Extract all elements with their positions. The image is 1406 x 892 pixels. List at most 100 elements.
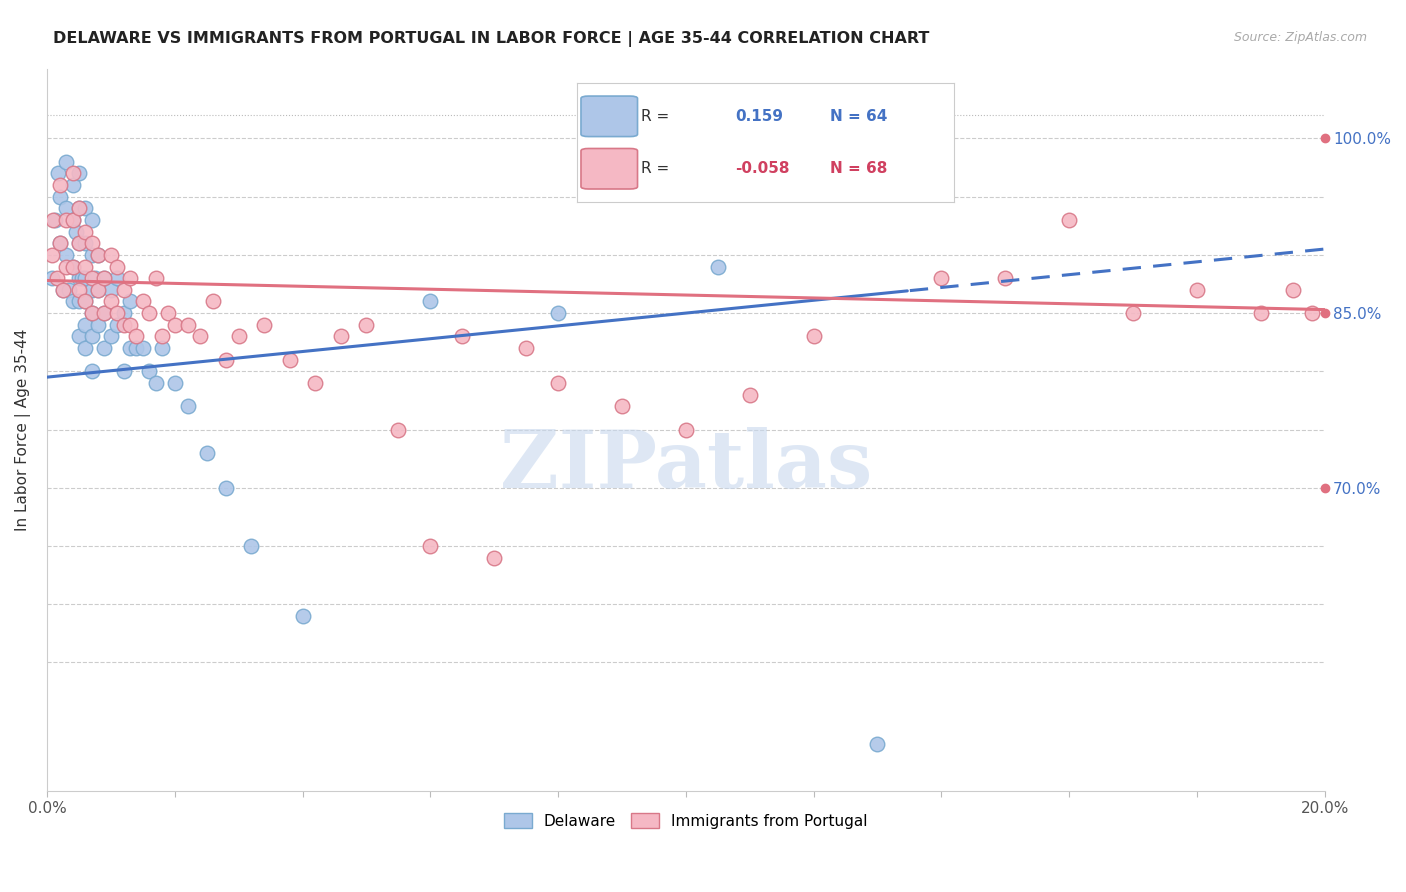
Point — [48, 189, 70, 203]
Point — [80, 364, 103, 378]
Point — [75, 294, 97, 309]
Point — [80, 248, 103, 262]
Point — [87, 283, 110, 297]
Point — [62, 213, 84, 227]
Point — [75, 260, 97, 274]
Point — [112, 283, 135, 297]
Point — [80, 213, 103, 227]
Point — [62, 260, 84, 274]
Point — [87, 318, 110, 332]
Point — [118, 294, 141, 309]
Point — [994, 271, 1017, 285]
Point — [55, 154, 77, 169]
Point — [87, 248, 110, 262]
Point — [866, 143, 889, 157]
Point — [100, 294, 122, 309]
Point — [75, 225, 97, 239]
Point — [163, 376, 186, 390]
Point — [1122, 306, 1144, 320]
Point — [157, 306, 180, 320]
Point — [125, 341, 148, 355]
Point — [87, 283, 110, 297]
Point — [118, 318, 141, 332]
Point — [176, 399, 198, 413]
Point — [356, 318, 378, 332]
Point — [1057, 213, 1080, 227]
Point — [138, 364, 160, 378]
Point — [48, 236, 70, 251]
Point — [100, 248, 122, 262]
Point — [67, 329, 90, 343]
Point — [118, 271, 141, 285]
Point — [75, 236, 97, 251]
Point — [67, 294, 90, 309]
Point — [75, 318, 97, 332]
Text: ZIPatlas: ZIPatlas — [499, 426, 872, 505]
Point — [1250, 306, 1272, 320]
Point — [58, 283, 80, 297]
Point — [675, 423, 697, 437]
Point — [87, 248, 110, 262]
Point — [482, 550, 505, 565]
Point — [48, 178, 70, 192]
Point — [80, 306, 103, 320]
Point — [610, 399, 633, 413]
Text: DELAWARE VS IMMIGRANTS FROM PORTUGAL IN LABOR FORCE | AGE 35-44 CORRELATION CHAR: DELAWARE VS IMMIGRANTS FROM PORTUGAL IN … — [53, 31, 929, 47]
Point — [42, 213, 65, 227]
Point — [93, 341, 115, 355]
Point — [52, 283, 75, 297]
Point — [70, 271, 93, 285]
Point — [93, 306, 115, 320]
Point — [80, 236, 103, 251]
Point — [41, 248, 63, 262]
Point — [150, 329, 173, 343]
Point — [387, 423, 409, 437]
Point — [738, 387, 761, 401]
Point — [215, 481, 238, 495]
Point — [80, 329, 103, 343]
Point — [67, 201, 90, 215]
Point — [80, 306, 103, 320]
Point — [105, 318, 128, 332]
Point — [67, 236, 90, 251]
Legend: Delaware, Immigrants from Portugal: Delaware, Immigrants from Portugal — [498, 806, 873, 835]
Point — [55, 260, 77, 274]
Point — [105, 306, 128, 320]
Point — [75, 294, 97, 309]
Text: Source: ZipAtlas.com: Source: ZipAtlas.com — [1233, 31, 1367, 45]
Point — [125, 329, 148, 343]
Point — [195, 446, 218, 460]
Point — [44, 213, 66, 227]
Point — [1301, 306, 1323, 320]
Point — [65, 225, 87, 239]
Point — [291, 608, 314, 623]
Point — [67, 166, 90, 180]
Point — [1281, 283, 1303, 297]
Point — [100, 283, 122, 297]
Point — [145, 376, 167, 390]
Point — [803, 329, 825, 343]
Point — [41, 271, 63, 285]
Point — [150, 341, 173, 355]
Point — [145, 271, 167, 285]
Point — [1185, 283, 1208, 297]
Point — [55, 213, 77, 227]
Point — [176, 318, 198, 332]
Point — [55, 201, 77, 215]
Point — [419, 539, 441, 553]
Point — [100, 329, 122, 343]
Point — [93, 271, 115, 285]
Point — [706, 260, 728, 274]
Point — [278, 352, 301, 367]
Point — [83, 271, 105, 285]
Point — [67, 271, 90, 285]
Point — [304, 376, 326, 390]
Point — [253, 318, 276, 332]
Point — [80, 271, 103, 285]
Point — [451, 329, 474, 343]
Point — [215, 352, 238, 367]
Point — [931, 271, 953, 285]
Point — [132, 341, 155, 355]
Point — [138, 306, 160, 320]
Point — [112, 318, 135, 332]
